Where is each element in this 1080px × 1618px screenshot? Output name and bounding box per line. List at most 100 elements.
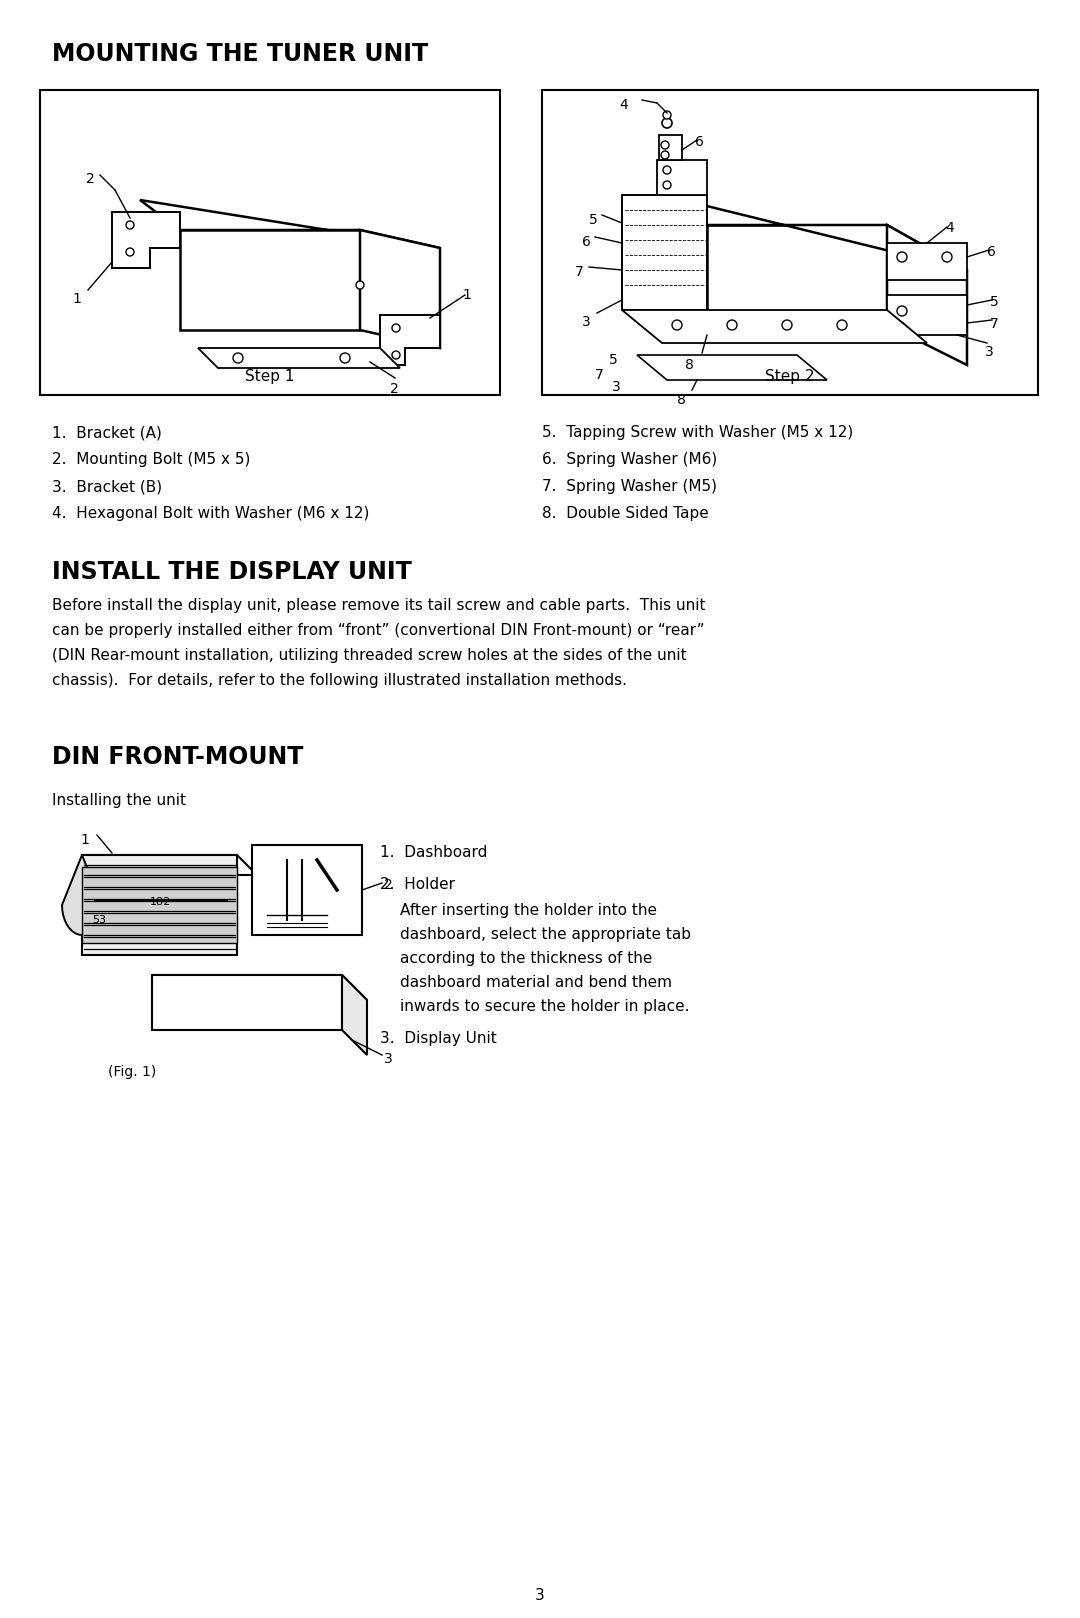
Polygon shape xyxy=(887,225,967,366)
Polygon shape xyxy=(342,976,367,1055)
Circle shape xyxy=(672,320,681,330)
Text: 2: 2 xyxy=(390,382,399,396)
Text: 3.  Display Unit: 3. Display Unit xyxy=(380,1031,497,1045)
Polygon shape xyxy=(82,854,237,955)
Text: 8.  Double Sided Tape: 8. Double Sided Tape xyxy=(542,506,708,521)
Text: 7: 7 xyxy=(575,265,584,278)
Circle shape xyxy=(126,222,134,230)
Text: 4: 4 xyxy=(945,222,954,235)
Polygon shape xyxy=(198,348,400,367)
Text: 3: 3 xyxy=(535,1587,545,1603)
Text: 4.  Hexagonal Bolt with Washer (M6 x 12): 4. Hexagonal Bolt with Washer (M6 x 12) xyxy=(52,506,369,521)
Polygon shape xyxy=(360,230,440,348)
Text: 6: 6 xyxy=(696,134,704,149)
Polygon shape xyxy=(82,867,237,943)
Bar xyxy=(40,91,500,395)
Text: 6.  Spring Washer (M6): 6. Spring Washer (M6) xyxy=(542,451,717,468)
Text: 4: 4 xyxy=(619,99,627,112)
Text: 5: 5 xyxy=(589,214,597,227)
Text: 6: 6 xyxy=(987,244,996,259)
Text: chassis).  For details, refer to the following illustrated installation methods.: chassis). For details, refer to the foll… xyxy=(52,673,627,688)
Polygon shape xyxy=(112,212,180,269)
Polygon shape xyxy=(887,243,967,280)
Text: 3: 3 xyxy=(582,316,591,328)
Polygon shape xyxy=(657,160,707,196)
Text: 8: 8 xyxy=(685,358,693,372)
Circle shape xyxy=(662,118,672,128)
Circle shape xyxy=(233,353,243,362)
Circle shape xyxy=(661,141,669,149)
Polygon shape xyxy=(82,854,257,875)
Text: 2.  Holder: 2. Holder xyxy=(380,877,455,892)
Text: inwards to secure the holder in place.: inwards to secure the holder in place. xyxy=(400,998,689,1014)
Text: according to the thickness of the: according to the thickness of the xyxy=(400,951,652,966)
Text: 182: 182 xyxy=(149,896,171,908)
Polygon shape xyxy=(140,201,440,248)
Circle shape xyxy=(897,306,907,316)
Text: MOUNTING THE TUNER UNIT: MOUNTING THE TUNER UNIT xyxy=(52,42,428,66)
Text: 1.  Bracket (A): 1. Bracket (A) xyxy=(52,426,162,440)
Polygon shape xyxy=(380,316,440,366)
Circle shape xyxy=(126,248,134,256)
Text: 7: 7 xyxy=(990,317,999,332)
Polygon shape xyxy=(662,196,967,270)
Polygon shape xyxy=(707,225,887,325)
Text: can be properly installed either from “front” (convertional DIN Front-mount) or : can be properly installed either from “f… xyxy=(52,623,704,637)
Text: 3: 3 xyxy=(985,345,994,359)
Text: 1: 1 xyxy=(72,291,81,306)
Circle shape xyxy=(837,320,847,330)
Polygon shape xyxy=(152,976,367,1000)
Polygon shape xyxy=(152,976,342,1031)
Text: 3: 3 xyxy=(384,1052,393,1066)
Text: 2: 2 xyxy=(384,879,393,892)
Text: dashboard, select the appropriate tab: dashboard, select the appropriate tab xyxy=(400,927,691,942)
Text: 2.  Mounting Bolt (M5 x 5): 2. Mounting Bolt (M5 x 5) xyxy=(52,451,251,468)
Bar xyxy=(542,91,1038,395)
Text: (Fig. 1): (Fig. 1) xyxy=(108,1065,157,1079)
Text: 6: 6 xyxy=(582,235,591,249)
Text: 7.  Spring Washer (M5): 7. Spring Washer (M5) xyxy=(542,479,717,493)
Text: INSTALL THE DISPLAY UNIT: INSTALL THE DISPLAY UNIT xyxy=(52,560,411,584)
Text: 1: 1 xyxy=(80,833,89,846)
Text: After inserting the holder into the: After inserting the holder into the xyxy=(400,903,657,917)
Polygon shape xyxy=(637,354,827,380)
Circle shape xyxy=(942,252,951,262)
Text: 5: 5 xyxy=(609,353,618,367)
Circle shape xyxy=(392,351,400,359)
Polygon shape xyxy=(180,230,360,330)
Polygon shape xyxy=(887,294,967,335)
Polygon shape xyxy=(622,311,927,343)
Text: 8: 8 xyxy=(677,393,686,408)
Text: Before install the display unit, please remove its tail screw and cable parts.  : Before install the display unit, please … xyxy=(52,599,705,613)
Text: 3: 3 xyxy=(612,380,621,395)
Polygon shape xyxy=(62,854,102,935)
Text: 7: 7 xyxy=(595,367,604,382)
Text: (DIN Rear-mount installation, utilizing threaded screw holes at the sides of the: (DIN Rear-mount installation, utilizing … xyxy=(52,647,687,663)
Circle shape xyxy=(897,252,907,262)
Text: 5: 5 xyxy=(990,294,999,309)
Circle shape xyxy=(661,150,669,159)
Circle shape xyxy=(897,324,906,332)
Text: Installing the unit: Installing the unit xyxy=(52,793,186,807)
Circle shape xyxy=(663,181,671,189)
Text: 1.  Dashboard: 1. Dashboard xyxy=(380,845,487,861)
Polygon shape xyxy=(622,196,707,311)
Text: 5.  Tapping Screw with Washer (M5 x 12): 5. Tapping Screw with Washer (M5 x 12) xyxy=(542,426,853,440)
Circle shape xyxy=(663,112,671,120)
Circle shape xyxy=(782,320,792,330)
Circle shape xyxy=(727,320,737,330)
Circle shape xyxy=(392,324,400,332)
Polygon shape xyxy=(252,845,362,935)
Text: 53: 53 xyxy=(92,916,106,925)
Text: 3.  Bracket (B): 3. Bracket (B) xyxy=(52,479,162,493)
Text: 2: 2 xyxy=(86,172,95,186)
Text: dashboard material and bend them: dashboard material and bend them xyxy=(400,976,672,990)
Circle shape xyxy=(356,282,364,290)
Polygon shape xyxy=(659,134,681,160)
Text: Step 2: Step 2 xyxy=(766,369,814,383)
Circle shape xyxy=(663,167,671,175)
Text: 1: 1 xyxy=(462,288,471,303)
Circle shape xyxy=(340,353,350,362)
Text: Step 1: Step 1 xyxy=(245,369,295,383)
Text: DIN FRONT-MOUNT: DIN FRONT-MOUNT xyxy=(52,744,303,769)
